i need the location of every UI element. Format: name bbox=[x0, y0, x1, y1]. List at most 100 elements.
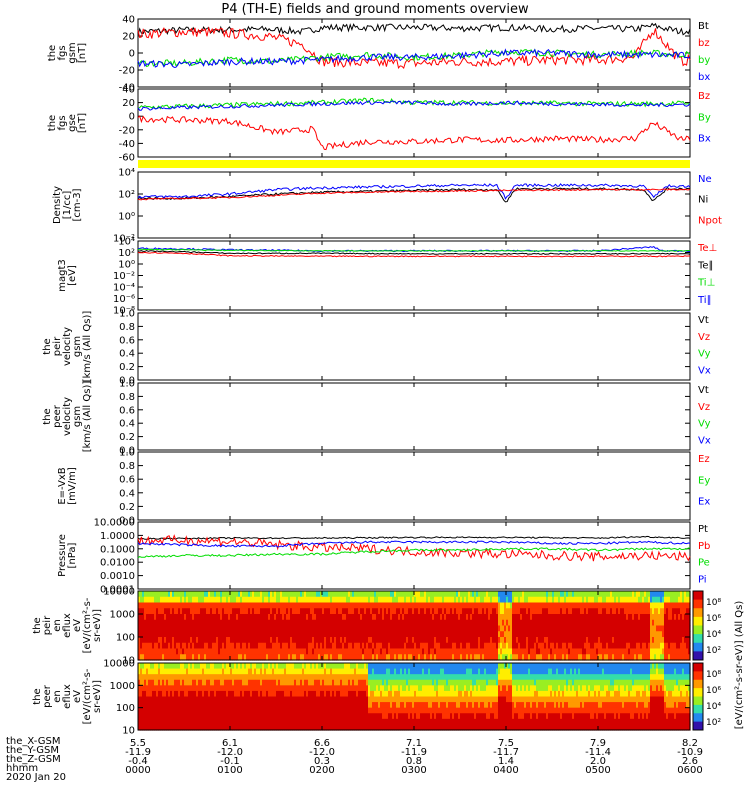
spectrogram-cell bbox=[428, 648, 431, 655]
spectrogram-cell bbox=[620, 602, 623, 609]
spectrogram-cell bbox=[536, 648, 539, 655]
spectrogram-cell bbox=[362, 619, 365, 627]
spectrogram-cell bbox=[400, 619, 403, 627]
spectrogram-cell bbox=[516, 637, 519, 644]
spectrogram-cell bbox=[594, 637, 597, 644]
spectrogram-cell bbox=[468, 619, 471, 627]
spectrogram-cell bbox=[324, 685, 327, 692]
spectrogram-cell bbox=[674, 654, 677, 661]
spectrogram-cell bbox=[188, 654, 191, 661]
spectrogram-cell bbox=[294, 685, 297, 692]
spectrogram-cell bbox=[282, 631, 285, 638]
spectrogram-cell bbox=[662, 631, 665, 638]
spectrogram-cell bbox=[214, 602, 217, 609]
spectrogram-cell bbox=[160, 625, 163, 632]
spectrogram-cell bbox=[210, 637, 213, 644]
spectrogram-cell bbox=[300, 648, 303, 655]
spectrogram-cell bbox=[168, 596, 171, 604]
spectrogram-cell bbox=[350, 608, 353, 615]
spectrogram-cell bbox=[262, 707, 265, 714]
spectrogram-cell bbox=[486, 642, 489, 650]
spectrogram-cell bbox=[496, 591, 499, 598]
spectrogram-cell bbox=[310, 674, 313, 681]
spectrogram-cell bbox=[214, 707, 217, 714]
spectrogram-cell bbox=[552, 608, 555, 615]
spectrogram-cell bbox=[576, 614, 579, 621]
spectrogram-cell bbox=[338, 608, 341, 615]
legend-Ey: Ey bbox=[698, 475, 710, 486]
spectrogram-cell bbox=[524, 648, 527, 655]
spectrogram-cell bbox=[326, 685, 329, 692]
spectrogram-cell bbox=[362, 679, 365, 686]
spectrogram-cell bbox=[242, 608, 245, 615]
spectrogram-cell bbox=[344, 707, 347, 714]
spectrogram-cell bbox=[676, 602, 679, 609]
spectrogram-cell bbox=[236, 642, 239, 650]
spectrogram-cell bbox=[534, 631, 537, 638]
spectrogram-cell bbox=[456, 637, 459, 644]
spectrogram-cell bbox=[318, 602, 321, 609]
spectrogram-cell bbox=[266, 602, 269, 609]
spectrogram-cell bbox=[478, 631, 481, 638]
spectrogram-cell bbox=[302, 637, 305, 644]
spectrogram-cell bbox=[526, 625, 529, 632]
spectrogram-cell bbox=[222, 596, 225, 604]
spectrogram-cell bbox=[264, 696, 267, 703]
spectrogram-cell bbox=[460, 642, 463, 650]
spectrogram-cell bbox=[240, 724, 243, 731]
spectrogram-cell bbox=[440, 637, 443, 644]
spectrogram-cell bbox=[666, 591, 669, 598]
spectrogram-cell bbox=[688, 602, 691, 609]
spectrogram-cell bbox=[306, 625, 309, 632]
spectrogram-cell bbox=[162, 685, 165, 692]
spectrogram-cell bbox=[344, 642, 347, 650]
spectrogram-cell bbox=[230, 679, 233, 686]
spectrogram-cell bbox=[354, 637, 357, 644]
spectrogram-cell bbox=[470, 637, 473, 644]
spectrogram-cell bbox=[376, 702, 379, 709]
spectrogram-cell bbox=[250, 642, 253, 650]
spectrogram-cell bbox=[500, 608, 503, 615]
spectrogram-cell bbox=[368, 696, 371, 703]
spectrogram-cell bbox=[686, 648, 689, 655]
spectrogram-cell bbox=[174, 654, 177, 661]
spectrogram-cell bbox=[252, 631, 255, 638]
spectrogram-cell bbox=[250, 637, 253, 644]
spectrogram-cell bbox=[642, 619, 645, 627]
spectrogram-cell bbox=[160, 707, 163, 714]
spectrogram-cell bbox=[658, 596, 661, 604]
spectrogram-cell bbox=[338, 663, 341, 670]
spectrogram-cell bbox=[152, 596, 155, 604]
spectrogram-cell bbox=[170, 679, 173, 686]
spectrogram-cell bbox=[304, 718, 307, 726]
spectrogram-cell bbox=[560, 608, 563, 615]
spectrogram-cell bbox=[160, 690, 163, 698]
spectrogram-cell bbox=[248, 625, 251, 632]
spectrogram-cell bbox=[254, 596, 257, 604]
spectrogram-cell bbox=[212, 707, 215, 714]
spectrogram-cell bbox=[142, 642, 145, 650]
spectrogram-cell bbox=[322, 631, 325, 638]
spectrogram-cell bbox=[644, 596, 647, 604]
spectrogram-cell bbox=[280, 596, 283, 604]
spectrogram-cell bbox=[300, 713, 303, 720]
spectrogram-cell bbox=[290, 674, 293, 681]
spectrogram-cell bbox=[610, 648, 613, 655]
spectrogram-cell bbox=[224, 707, 227, 714]
spectrogram-cell bbox=[268, 724, 271, 731]
spectrogram-cell bbox=[330, 596, 333, 604]
spectrogram-cell bbox=[658, 625, 661, 632]
spectrogram-cell bbox=[374, 637, 377, 644]
spectrogram-cell bbox=[360, 685, 363, 692]
spectrogram-cell bbox=[232, 591, 235, 598]
spectrogram-cell bbox=[246, 724, 249, 731]
spectrogram-cell bbox=[554, 631, 557, 638]
spectrogram-cell bbox=[538, 654, 541, 661]
spectrogram-cell bbox=[620, 654, 623, 661]
spectrogram-cell bbox=[520, 596, 523, 604]
spectrogram-cell bbox=[308, 625, 311, 632]
spectrogram-cell bbox=[156, 713, 159, 720]
spectrogram-cell bbox=[198, 654, 201, 661]
spectrogram-cell bbox=[304, 619, 307, 627]
spectrogram-cell bbox=[594, 648, 597, 655]
